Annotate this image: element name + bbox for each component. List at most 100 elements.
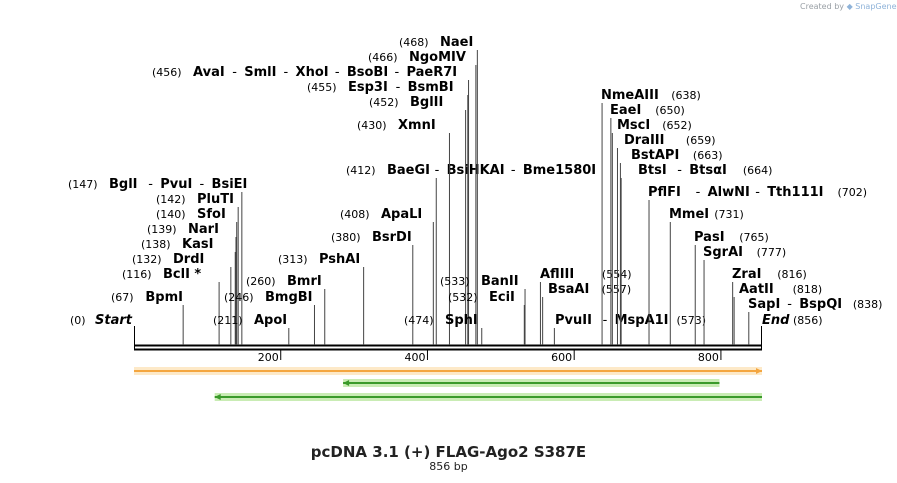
enzyme-nmeaiii: NmeAIII <box>601 88 659 103</box>
enzyme-separator: - <box>148 177 153 192</box>
site-position-139: (139) <box>147 223 177 236</box>
site-position-67: (67) <box>111 291 134 304</box>
site-position-765: (765) <box>739 231 769 244</box>
enzyme-bcli: BclI * <box>163 267 201 282</box>
enzyme-btsi: BtsI <box>638 163 667 178</box>
site-position-408: (408) <box>340 208 370 221</box>
site-position-140: (140) <box>156 208 186 221</box>
site-position-211: (211) <box>213 314 243 327</box>
enzyme-separator: - <box>755 185 760 200</box>
site-position-573: (573) <box>677 314 707 327</box>
credit-prefix: Created by <box>800 2 845 11</box>
enzyme-separator: - <box>677 163 682 178</box>
enzyme-bme1580i: Bme1580I <box>523 163 596 178</box>
enzyme-pflfi: PflFI <box>648 185 681 200</box>
enzyme-ecii: EciI <box>489 290 515 305</box>
site-position-452: (452) <box>369 96 399 109</box>
snapgene-logo-icon: ◆ <box>846 2 853 11</box>
construct-length: 856 bp <box>429 460 468 473</box>
site-position-532: (532) <box>448 291 478 304</box>
enzyme-btsi: BtsαI <box>689 163 727 178</box>
enzyme-separator: - <box>335 65 340 80</box>
site-position-533: (533) <box>440 275 470 288</box>
enzyme-alwni: AlwNI <box>708 185 750 200</box>
enzyme-separator: - <box>394 65 399 80</box>
enzyme-separator: - <box>435 163 440 178</box>
feature-arrow-left-icon <box>214 394 221 400</box>
enzyme-pshai: PshAI <box>319 252 360 267</box>
enzyme-baegi: BaeGI <box>387 163 430 178</box>
enzyme-bpmi: BpmI <box>145 290 183 305</box>
site-position-838: (838) <box>853 298 883 311</box>
ruler-tick-label: 400 <box>404 351 425 364</box>
enzyme-naei: NaeI <box>440 35 473 50</box>
site-position-554: (554) <box>602 268 632 281</box>
enzyme-ngomiv: NgoMIV <box>409 50 466 65</box>
enzyme-sfoi: SfoI <box>197 207 226 222</box>
end-label: End <box>762 313 790 328</box>
site-position-818: (818) <box>793 283 823 296</box>
site-position-557: (557) <box>602 283 632 296</box>
enzyme-bstapi: BstAPI <box>631 148 679 163</box>
site-position-702: (702) <box>837 186 867 199</box>
enzyme-bsiei: BsiEI <box>212 177 248 192</box>
site-position-455: (455) <box>307 81 337 94</box>
feature-arrow-left-icon <box>343 380 350 386</box>
enzyme-afliii: AflIII <box>540 267 574 282</box>
site-position-659: (659) <box>686 134 716 147</box>
site-position-380: (380) <box>331 231 361 244</box>
enzyme-bmri: BmrI <box>287 274 322 289</box>
enzyme-separator: - <box>787 297 792 312</box>
enzyme-bsmbi: BsmBI <box>408 80 454 95</box>
enzyme-esp3i: Esp3I <box>348 80 388 95</box>
enzyme-aatii: AatII <box>739 282 774 297</box>
enzyme-eaei: EaeI <box>610 103 641 118</box>
enzyme-bspqi: BspQI <box>799 297 842 312</box>
site-position-466: (466) <box>368 51 398 64</box>
site-position-777: (777) <box>757 246 787 259</box>
site-position-816: (816) <box>777 268 807 281</box>
end-position-label: (856) <box>793 314 823 327</box>
enzyme-bgli: BglI <box>109 177 138 192</box>
site-position-116: (116) <box>122 268 152 281</box>
site-position-430: (430) <box>357 119 387 132</box>
enzyme-banii: BanII <box>481 274 519 289</box>
restriction-map: 200 400 600 800 (0) Start End (856) (67) BpmI (116… <box>68 35 883 401</box>
site-position-138: (138) <box>141 238 171 251</box>
enzyme-bmgbi: BmgBI <box>265 290 313 305</box>
enzyme-avai: AvaI <box>193 65 225 80</box>
enzyme-bsobi: BsoBI <box>347 65 388 80</box>
enzyme-sphi: SphI <box>445 313 478 328</box>
site-position-474: (474) <box>404 314 434 327</box>
enzyme-nari: NarI <box>188 222 219 237</box>
start-position-label: (0) <box>70 314 86 327</box>
site-position-246: (246) <box>224 291 254 304</box>
site-position-731: (731) <box>714 208 744 221</box>
feature-arrow-right-icon <box>756 368 762 374</box>
site-position-652: (652) <box>662 119 692 132</box>
site-position-638: (638) <box>671 89 701 102</box>
enzyme-smli: SmlI <box>244 65 276 80</box>
enzyme-separator: - <box>603 313 608 328</box>
enzyme-separator: - <box>511 163 516 178</box>
site-position-313: (313) <box>278 253 308 266</box>
snapgene-credit: Created by ◆ SnapGene <box>800 2 897 11</box>
enzyme-xmni: XmnI <box>398 118 436 133</box>
construct-title: pcDNA 3.1 (+) FLAG-Ago2 S387E <box>310 443 587 461</box>
enzyme-tth111i: Tth111I <box>767 185 823 200</box>
ruler-tick-label: 600 <box>551 351 572 364</box>
enzyme-bglii: BglII <box>410 95 443 110</box>
enzyme-apali: ApaLI <box>381 207 422 222</box>
enzyme-pasi: PasI <box>694 230 725 245</box>
site-position-147: (147) <box>68 178 98 191</box>
enzyme-bsrdi: BsrDI <box>372 230 412 245</box>
enzyme-separator: - <box>232 65 237 80</box>
enzyme-zrai: ZraI <box>732 267 761 282</box>
site-position-664: (664) <box>743 164 773 177</box>
enzyme-bsaai: BsaAI <box>548 282 589 297</box>
enzyme-drdi: DrdI <box>173 252 204 267</box>
enzyme-pvui: PvuI <box>160 177 192 192</box>
site-position-663: (663) <box>693 149 723 162</box>
site-position-650: (650) <box>655 104 685 117</box>
enzyme-separator: - <box>396 80 401 95</box>
